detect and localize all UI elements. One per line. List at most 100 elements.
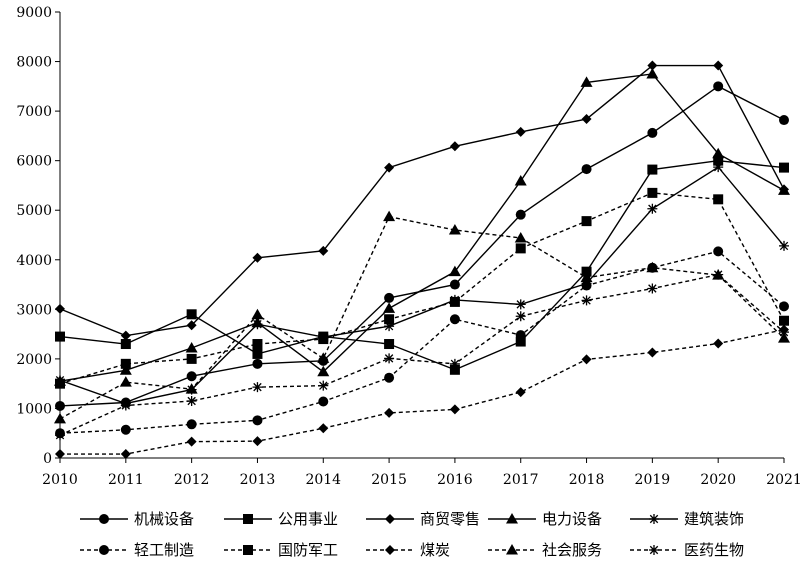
data-point-circle <box>186 419 197 430</box>
data-point-star <box>55 430 65 441</box>
data-point-triangle <box>317 352 330 363</box>
data-point-star <box>515 311 526 322</box>
y-tick-label: 7000 <box>16 104 52 120</box>
data-point-square <box>120 358 131 369</box>
legend-marker-square <box>243 545 253 555</box>
data-point-triangle <box>119 364 132 375</box>
data-point-square <box>186 353 197 364</box>
data-point-triangle <box>580 76 593 87</box>
data-point-square <box>515 336 526 347</box>
legend-marker-diamond <box>385 514 395 524</box>
legend-item: 轻工制造 <box>80 541 194 559</box>
legend-item: 电力设备 <box>488 510 602 528</box>
series-line <box>59 166 785 405</box>
y-tick-label: 2000 <box>16 352 52 368</box>
data-point-diamond <box>120 449 131 460</box>
legend-marker-star <box>649 514 659 524</box>
series-2 <box>55 155 789 375</box>
series-7 <box>55 187 789 389</box>
data-point-circle <box>581 280 592 291</box>
data-point-triangle <box>514 174 527 186</box>
x-tick-label: 2014 <box>305 472 341 488</box>
data-point-triangle <box>448 224 461 235</box>
data-point-triangle <box>580 271 593 283</box>
data-point-square <box>647 164 658 175</box>
legend-label: 煤炭 <box>420 541 450 559</box>
legend-item: 医药生物 <box>630 541 744 559</box>
series-line <box>59 85 785 407</box>
data-point-star <box>647 203 658 214</box>
data-point-star <box>647 283 658 294</box>
data-point-diamond <box>647 60 658 71</box>
data-point-triangle <box>317 365 330 377</box>
data-point-star <box>384 353 395 364</box>
data-point-circle <box>120 424 131 435</box>
data-point-circle <box>647 127 658 138</box>
y-tick-label: 3000 <box>16 302 52 318</box>
y-tick-label: 1000 <box>16 401 52 417</box>
data-point-diamond <box>120 330 131 341</box>
data-point-circle <box>384 292 395 303</box>
y-tick-label: 0 <box>43 451 52 467</box>
data-point-square <box>252 348 263 359</box>
data-point-star <box>449 358 460 369</box>
data-point-triangle <box>383 302 396 313</box>
legend-label: 机械设备 <box>134 510 194 528</box>
data-point-circle <box>186 371 197 382</box>
data-point-diamond <box>515 126 526 137</box>
data-point-star <box>713 162 724 173</box>
data-point-circle <box>713 81 724 92</box>
series-line <box>60 328 785 455</box>
data-point-square <box>186 309 197 320</box>
data-point-square <box>449 364 460 375</box>
data-point-star <box>779 327 789 338</box>
data-point-square <box>252 339 263 350</box>
series-layer <box>54 60 790 460</box>
data-point-circle <box>384 372 395 383</box>
data-point-diamond <box>515 387 526 398</box>
data-point-star <box>252 382 263 393</box>
legend-item: 商贸零售 <box>366 510 480 528</box>
data-point-star <box>186 396 197 407</box>
data-point-diamond <box>318 423 329 434</box>
legend-item: 建筑装饰 <box>630 510 744 528</box>
legend-marker-star <box>649 545 659 555</box>
series-10 <box>55 269 789 441</box>
legend-item: 机械设备 <box>80 510 194 528</box>
legend-label: 商贸零售 <box>420 510 480 528</box>
data-point-diamond <box>449 404 460 415</box>
legend-label: 国防军工 <box>278 541 338 559</box>
data-point-square <box>384 339 395 350</box>
data-point-circle <box>252 358 263 369</box>
legend-label: 社会服务 <box>542 541 602 559</box>
data-point-triangle <box>185 383 198 394</box>
legend-label: 轻工制造 <box>134 541 194 559</box>
data-point-square <box>713 155 724 166</box>
data-point-circle <box>713 246 724 257</box>
data-point-diamond <box>55 303 65 314</box>
data-point-square <box>713 194 724 205</box>
series-4 <box>54 67 790 386</box>
data-point-triangle <box>54 412 66 424</box>
data-point-triangle <box>251 308 264 320</box>
data-point-triangle <box>646 67 659 79</box>
legend-marker-triangle <box>506 513 518 524</box>
legend-marker-diamond <box>385 545 395 555</box>
x-tick-label: 2012 <box>174 472 210 488</box>
series-line <box>59 159 785 371</box>
data-point-triangle <box>646 261 659 273</box>
data-point-square <box>581 216 592 227</box>
data-point-circle <box>515 209 526 220</box>
data-point-diamond <box>713 60 724 71</box>
data-point-square <box>647 187 658 198</box>
data-point-square <box>449 296 460 307</box>
data-point-triangle <box>119 376 132 387</box>
data-point-star <box>713 269 724 280</box>
legend-marker-triangle <box>506 544 518 555</box>
y-tick-label: 9000 <box>16 5 52 21</box>
x-tick-label: 2015 <box>371 472 407 488</box>
data-point-star <box>120 400 131 411</box>
data-point-star <box>252 319 263 330</box>
data-point-circle <box>449 314 460 325</box>
